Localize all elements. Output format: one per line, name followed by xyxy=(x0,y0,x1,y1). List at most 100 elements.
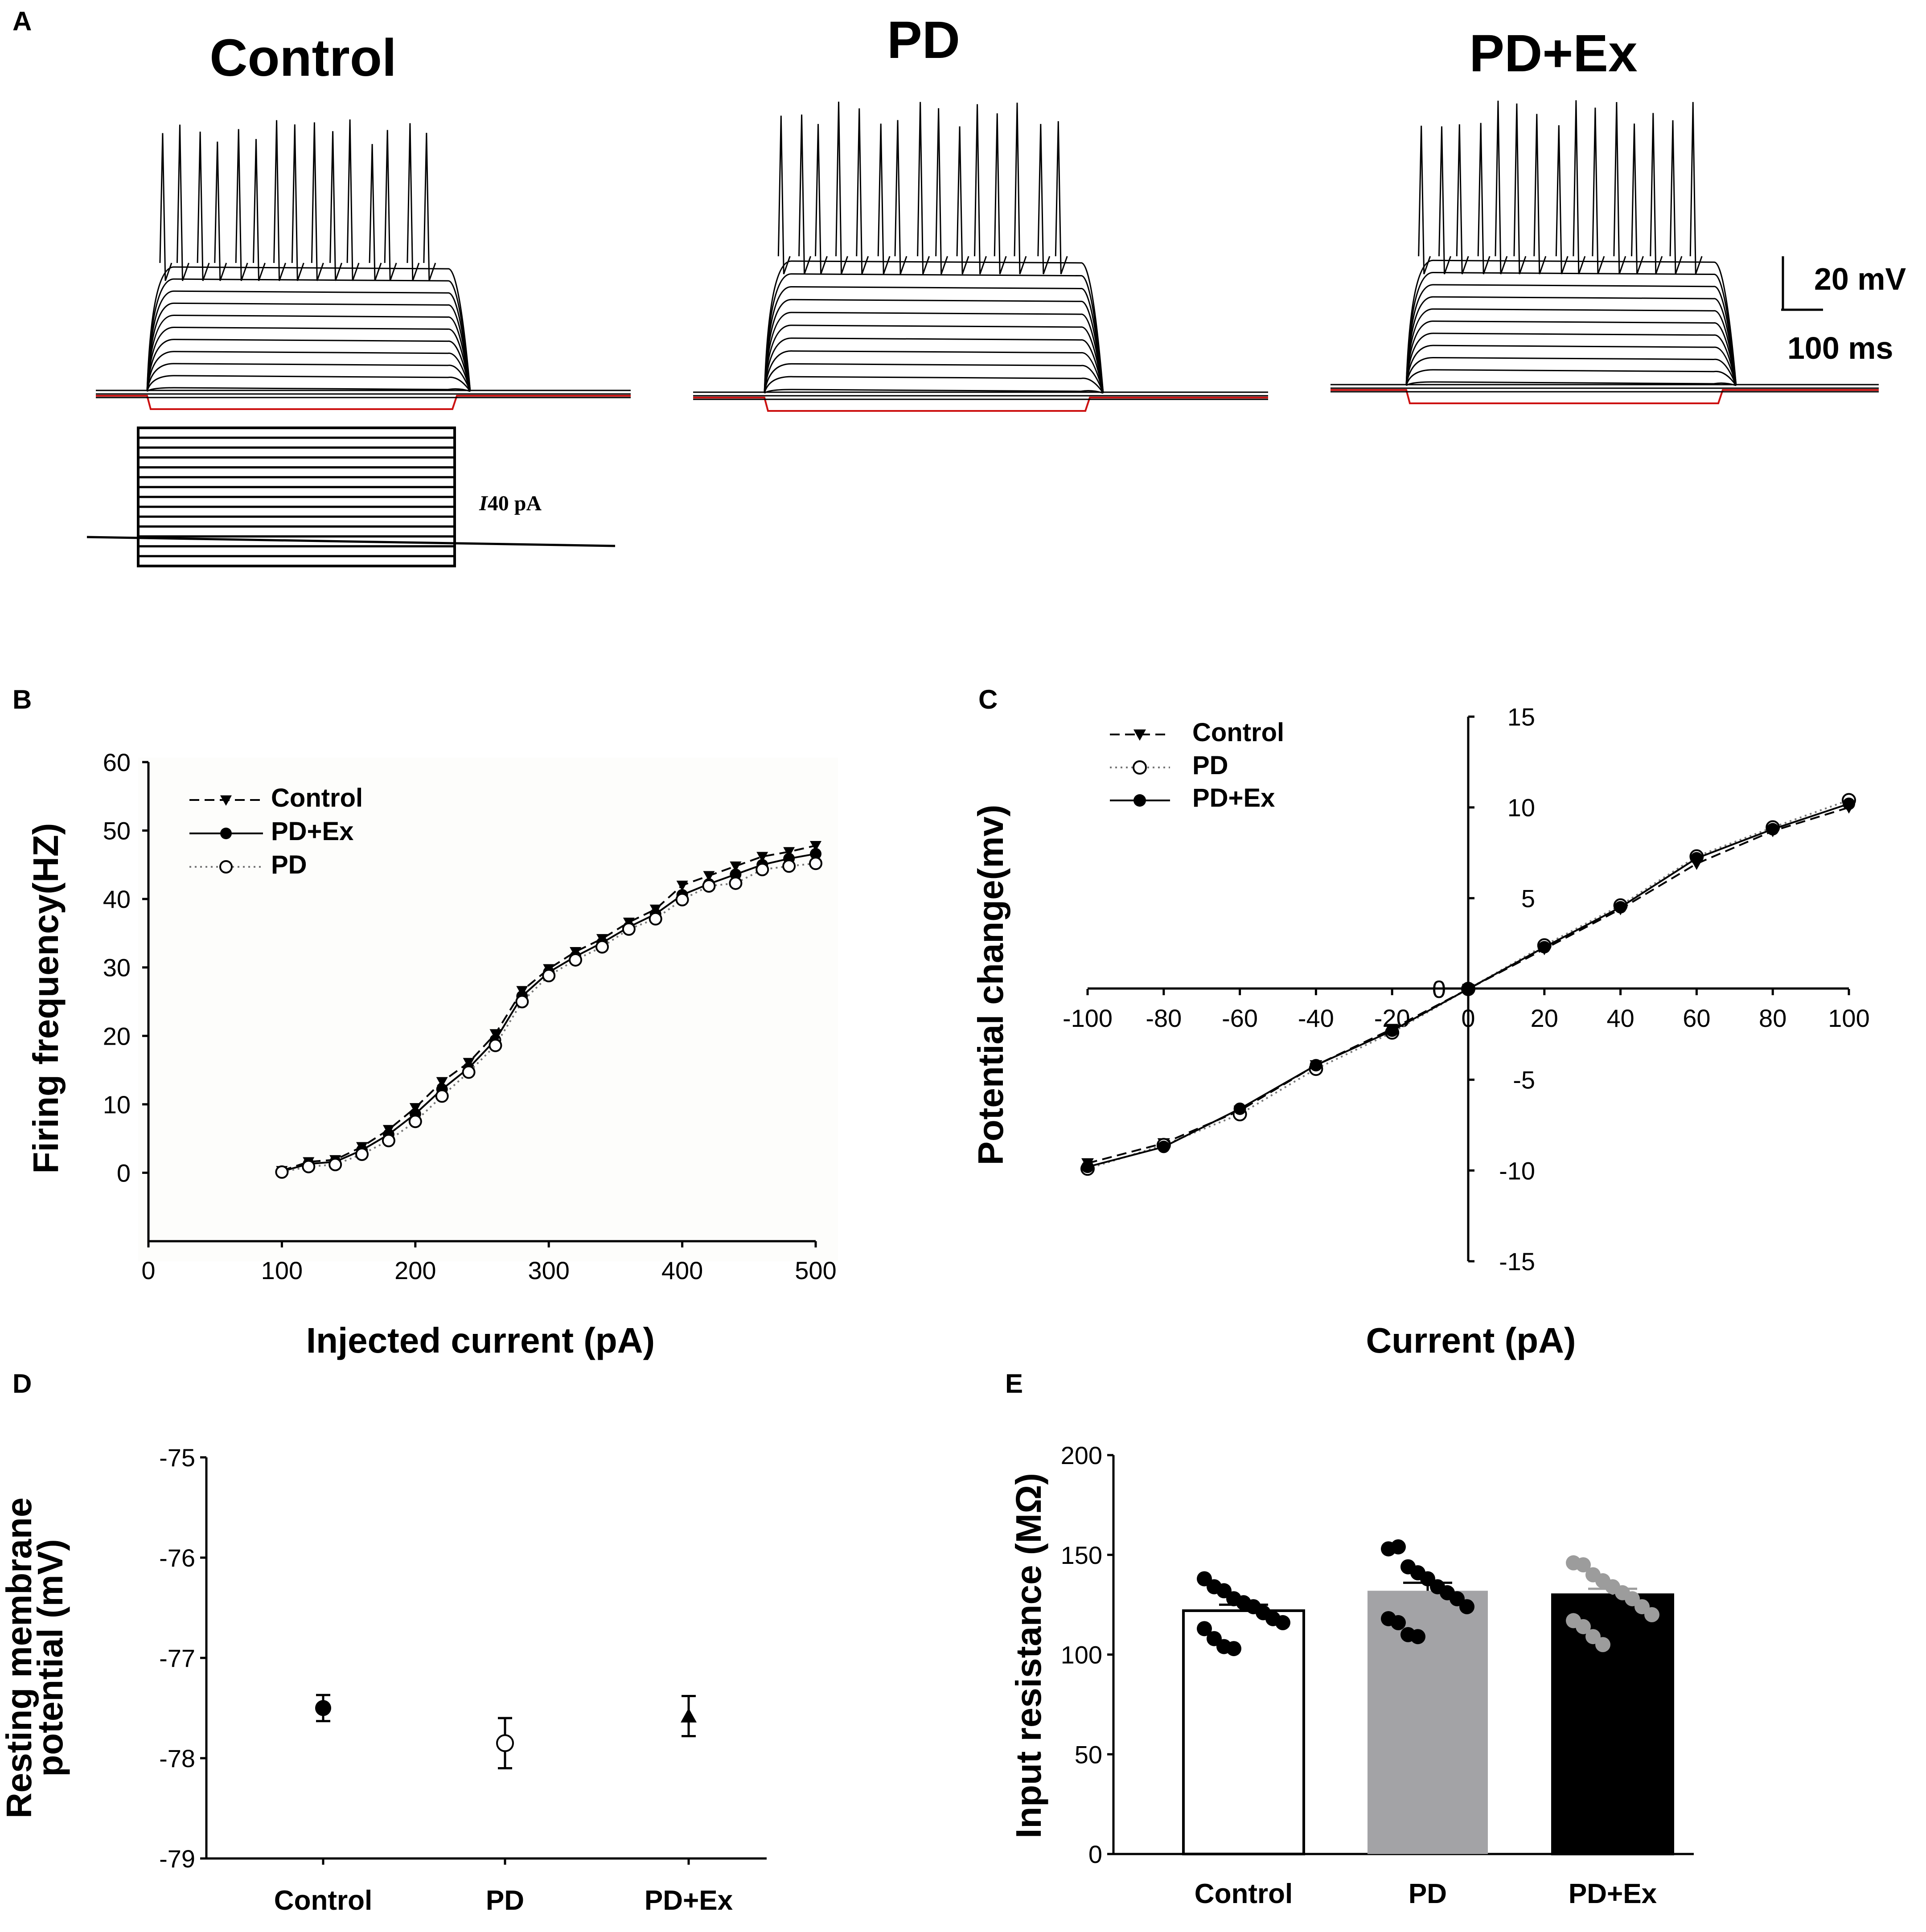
data-point xyxy=(302,1160,316,1173)
data-point xyxy=(1595,1637,1610,1653)
y-tick-label: 0 xyxy=(1088,1840,1102,1868)
trace-sweep xyxy=(764,299,1104,394)
x-tick-label: 100 xyxy=(1828,1004,1869,1032)
trace-sweep xyxy=(1405,272,1737,386)
trace-sweep xyxy=(1405,284,1737,386)
data-point xyxy=(1690,852,1703,865)
x-tick-label: 20 xyxy=(1531,1004,1558,1032)
chart-b-legend-pd: PD xyxy=(271,850,307,879)
trace-sweep xyxy=(146,266,471,392)
trace-spike xyxy=(935,108,949,275)
trace-sweep xyxy=(146,302,471,392)
trace-spike xyxy=(798,115,811,275)
trace-sweep xyxy=(764,273,1104,394)
chart-c-legend-symbol-pdex xyxy=(1110,794,1170,807)
trace-spike xyxy=(1438,126,1451,275)
y-tick-label: 20 xyxy=(103,1022,131,1050)
chart-e-bars xyxy=(1182,1539,1674,1856)
x-tick-label: Control xyxy=(274,1885,372,1916)
trace-sweep xyxy=(146,327,471,392)
trace-spike xyxy=(197,131,210,281)
trace-sweep xyxy=(1405,369,1737,386)
x-tick-label: -100 xyxy=(1063,1004,1113,1032)
trace-sweep xyxy=(1405,345,1737,386)
chart-b-ylabel: Firing frequency(HZ) xyxy=(26,823,66,1174)
legend-marker xyxy=(1133,794,1146,807)
panel-letter-a: A xyxy=(12,6,32,36)
y-tick-label: 50 xyxy=(103,817,131,845)
x-tick-label: 500 xyxy=(795,1256,836,1284)
chart-c-legend-pdex: PD+Ex xyxy=(1192,783,1275,812)
mean-marker xyxy=(681,1708,697,1723)
y-tick-label: 30 xyxy=(103,954,131,982)
trace-sweep xyxy=(764,389,1104,394)
trace-sweep xyxy=(1405,332,1737,386)
stimulus-label: I40 pA xyxy=(479,492,542,515)
data-point xyxy=(462,1065,476,1079)
data-point xyxy=(569,953,583,967)
trace-spike xyxy=(159,133,172,281)
legend-marker xyxy=(1133,729,1146,741)
y-tick-label: 15 xyxy=(1507,703,1535,731)
chart-b-legend-symbol-control xyxy=(189,795,263,806)
chart-b-legend-pdex: PD+Ex xyxy=(271,817,353,846)
stimulus-baseline xyxy=(86,536,616,547)
trace-spike xyxy=(214,141,227,281)
data-point xyxy=(1310,1059,1322,1072)
data-point xyxy=(1391,1539,1406,1555)
data-point xyxy=(408,1115,422,1128)
trace-spike xyxy=(835,102,848,275)
x-tick-label: -80 xyxy=(1146,1004,1182,1032)
mean-marker xyxy=(496,1734,514,1752)
data-point xyxy=(1459,1599,1474,1615)
trace-spike xyxy=(1592,107,1605,275)
data-point xyxy=(595,940,609,954)
x-tick-label: 40 xyxy=(1606,1004,1634,1032)
data-point xyxy=(515,995,529,1009)
stimulus-label-italic: I xyxy=(479,492,489,515)
y-tick-label: -75 xyxy=(159,1444,195,1472)
trace-sweep xyxy=(146,314,471,392)
data-point xyxy=(782,859,796,873)
data-point xyxy=(435,1089,449,1103)
chart-d: Resting membrane potential (mV) -79-78-7… xyxy=(0,1444,767,1916)
data-point xyxy=(329,1158,342,1171)
trace-spike xyxy=(1456,124,1469,275)
y-tick-label: 10 xyxy=(1507,794,1535,822)
trace-spike xyxy=(423,132,436,281)
data-point xyxy=(489,1038,502,1052)
data-point xyxy=(1233,1102,1246,1115)
trace-spike xyxy=(1477,123,1491,275)
trace-spike xyxy=(329,131,343,281)
trace-sweep xyxy=(146,278,471,392)
trace-sweep xyxy=(1405,296,1737,386)
bar xyxy=(1368,1591,1488,1854)
trace-spike xyxy=(1650,113,1663,275)
data-point xyxy=(1081,1161,1094,1173)
y-tick-label: 150 xyxy=(1061,1541,1102,1569)
trace-title-control: Control xyxy=(209,29,396,87)
trace-spike xyxy=(1631,123,1644,275)
trace-sweep xyxy=(764,376,1104,394)
trace-sweep xyxy=(146,375,471,392)
panel-letter-d: D xyxy=(12,1369,32,1399)
trace-spike xyxy=(1513,103,1527,275)
y-tick-label: -77 xyxy=(159,1644,195,1672)
y-tick-label: 100 xyxy=(1061,1641,1102,1669)
data-point xyxy=(1843,797,1855,810)
x-tick-label: PD+Ex xyxy=(1569,1879,1657,1909)
trace-spike xyxy=(1689,102,1703,275)
chart-b-ticks: 0 100 200 300 400 500 0 10 20 30 40 50 60 xyxy=(103,748,837,1284)
chart-c-legend-control: Control xyxy=(1192,718,1284,747)
mean-marker xyxy=(315,1700,331,1716)
data-point xyxy=(675,893,689,907)
trace-spike xyxy=(384,130,397,281)
trace-sweep xyxy=(147,387,471,392)
trace-sweep xyxy=(764,350,1104,394)
chart-d-ylabel-line1: Resting membrane xyxy=(0,1497,39,1818)
data-point xyxy=(756,852,768,862)
trace-red-sweep xyxy=(693,397,1268,412)
trace-sweep xyxy=(146,363,471,392)
data-point xyxy=(1391,1615,1406,1630)
y-tick-label: 0 xyxy=(1432,975,1446,1003)
